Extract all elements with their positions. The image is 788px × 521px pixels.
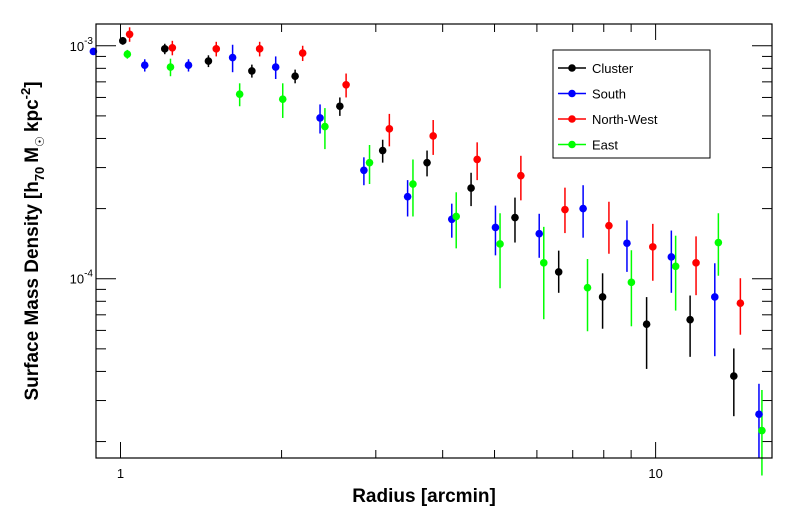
point-cluster xyxy=(686,315,694,324)
point-east xyxy=(278,95,287,103)
point-south xyxy=(491,223,500,232)
point-east xyxy=(496,240,504,248)
point-east xyxy=(714,238,723,247)
tick-labels: 1 10 10-3 10-4 xyxy=(70,36,663,481)
y-axis-title: Surface Mass Density[h70M☉kpc-2] xyxy=(18,81,47,400)
point-north-west xyxy=(736,299,745,308)
point-north-west xyxy=(473,155,481,164)
point-north-west xyxy=(342,80,350,89)
y-tick-label: 10-4 xyxy=(70,269,94,287)
point-cluster xyxy=(554,268,563,276)
point-cluster xyxy=(423,158,431,167)
legend: Cluster South North-West East xyxy=(552,49,711,159)
point-north-west xyxy=(255,45,264,53)
point-cluster xyxy=(378,146,387,155)
legend-marker-north-west xyxy=(568,115,576,123)
point-cluster xyxy=(642,320,651,328)
point-cluster xyxy=(291,72,299,81)
point-north-west xyxy=(692,259,700,267)
point-north-west xyxy=(649,243,657,251)
point-south xyxy=(535,229,544,238)
point-north-west xyxy=(517,171,525,180)
point-south xyxy=(667,253,676,261)
legend-label-cluster: Cluster xyxy=(592,61,634,76)
point-cluster xyxy=(511,213,519,222)
point-east xyxy=(452,212,461,221)
point-south xyxy=(140,61,149,70)
x-axis-title: Radius [arcmin] xyxy=(352,486,496,507)
plot-frame xyxy=(95,23,773,459)
legend-label-north-west: North-West xyxy=(592,112,658,127)
point-east xyxy=(539,259,548,267)
point-east xyxy=(321,122,329,131)
point-cluster xyxy=(160,45,169,53)
point-south xyxy=(710,293,719,301)
axis-ticks xyxy=(95,24,772,458)
point-south xyxy=(623,239,631,248)
point-cluster xyxy=(118,37,127,45)
point-east xyxy=(583,283,592,292)
data-points xyxy=(89,30,766,435)
point-cluster xyxy=(598,293,607,301)
point-east xyxy=(671,262,680,271)
y-tick-label: 10-3 xyxy=(70,36,94,54)
point-north-west xyxy=(385,125,394,133)
x-tick-label: 10 xyxy=(648,466,662,481)
point-south xyxy=(271,63,280,71)
point-east xyxy=(627,278,636,287)
point-north-west xyxy=(298,49,307,57)
point-cluster xyxy=(730,372,738,380)
point-cluster xyxy=(467,184,475,192)
point-east xyxy=(758,426,766,435)
point-north-west xyxy=(212,45,221,53)
legend-marker-cluster xyxy=(568,64,576,72)
legend-label-south: South xyxy=(592,87,626,102)
point-south xyxy=(316,114,324,122)
point-east xyxy=(409,180,417,188)
point-east xyxy=(123,50,132,58)
point-south xyxy=(184,61,193,70)
point-north-west xyxy=(125,30,134,39)
point-east xyxy=(365,158,374,167)
point-east xyxy=(235,90,244,98)
point-south xyxy=(403,192,412,201)
x-tick-label: 1 xyxy=(117,466,124,481)
point-south xyxy=(755,410,763,419)
point-south xyxy=(579,204,587,213)
point-north-west xyxy=(561,205,569,214)
y-axis-title-group: Surface Mass Density[h70M☉kpc-2] xyxy=(18,81,47,400)
point-east xyxy=(166,63,175,71)
point-cluster xyxy=(204,57,213,65)
point-north-west xyxy=(168,44,177,52)
point-north-west xyxy=(429,132,437,140)
point-cluster xyxy=(248,67,256,75)
point-north-west xyxy=(605,221,613,230)
legend-entries: Cluster South North-West East xyxy=(558,61,658,153)
legend-marker-south xyxy=(568,89,576,98)
point-south xyxy=(228,53,237,62)
point-south xyxy=(360,166,368,175)
point-cluster xyxy=(336,102,344,111)
legend-marker-east xyxy=(568,140,576,149)
legend-label-east: East xyxy=(592,138,618,153)
point-south xyxy=(89,47,98,56)
y-axis-title-quantity: Surface Mass Density xyxy=(22,204,43,401)
